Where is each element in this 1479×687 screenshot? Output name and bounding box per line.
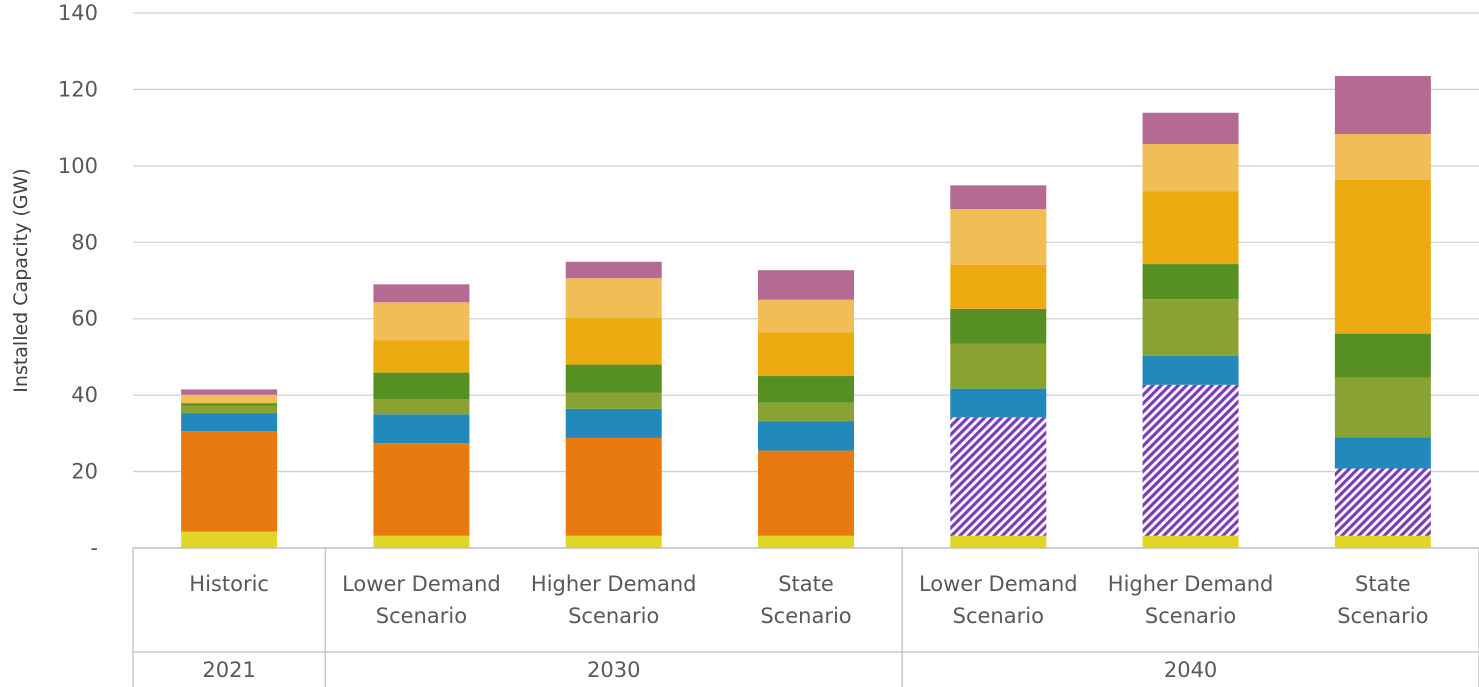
bar-segment — [1142, 112, 1239, 145]
bar-segment — [373, 284, 470, 303]
bar-segment — [1334, 134, 1431, 180]
bar-segment — [1142, 191, 1239, 265]
bar-segment — [373, 302, 470, 341]
bar-segment — [181, 389, 278, 395]
bar-segment — [565, 364, 662, 393]
bar-segment — [1142, 535, 1239, 548]
bar-segment — [1334, 179, 1431, 334]
bar-segment — [1334, 468, 1431, 536]
y-tick-label: - — [90, 536, 98, 560]
bar-segment — [181, 405, 278, 414]
bar-segment — [1334, 333, 1431, 378]
x-category-label: Higher Demand Scenario — [1108, 572, 1274, 628]
y-tick-label: 40 — [71, 383, 98, 407]
bar-segment — [950, 343, 1047, 389]
y-axis-title: Installed Capacity (GW) — [10, 168, 32, 392]
bar-segment — [181, 531, 278, 548]
bar-segment — [373, 443, 470, 536]
bar-segment — [1142, 299, 1239, 356]
bar-segment — [1334, 437, 1431, 469]
y-tick-label: 20 — [71, 460, 98, 484]
y-tick-label: 120 — [58, 77, 98, 101]
bar-segment — [565, 437, 662, 536]
bar-segment — [950, 417, 1047, 536]
bar-segment — [181, 403, 278, 406]
bar-segment — [373, 340, 470, 373]
y-axis-ticks: - 20 40 60 80 100 120 140 — [58, 1, 98, 560]
bar-segment — [565, 317, 662, 365]
x-category-label: State Scenario — [1337, 572, 1428, 628]
y-tick-label: 100 — [58, 154, 98, 178]
x-category-label: State Scenario — [760, 572, 851, 628]
bar-segment — [181, 431, 278, 532]
bar-segment — [758, 535, 854, 548]
y-tick-label: 140 — [58, 1, 98, 25]
bar-segment — [373, 414, 470, 444]
bar-segment — [950, 209, 1047, 265]
bar-segment — [950, 185, 1047, 210]
bar-segment — [565, 261, 662, 279]
x-axis: Historic Lower Demand Scenario Higher Deman… — [132, 547, 1479, 687]
bar-segment — [181, 394, 278, 404]
bar-segment — [758, 402, 854, 422]
x-group-label: 2021 — [202, 658, 255, 682]
y-tick-label: 80 — [71, 230, 98, 254]
bar-segment — [950, 264, 1047, 309]
bar-segment — [758, 332, 854, 377]
x-category-label: Historic — [189, 572, 269, 596]
bar-segment — [565, 408, 662, 438]
bar-segment — [373, 372, 470, 400]
bar-segment — [1142, 384, 1239, 536]
bar-segment — [758, 421, 854, 451]
bar-segment — [181, 413, 278, 432]
bar-segment — [373, 535, 470, 548]
bar-segment — [565, 535, 662, 548]
bar-segment — [758, 376, 854, 403]
bar-segment — [1334, 377, 1431, 438]
bar-segment — [565, 278, 662, 318]
bar-segment — [758, 270, 854, 300]
bar-segment — [758, 450, 854, 536]
x-group-label: 2040 — [1164, 658, 1217, 682]
bar-segment — [1142, 144, 1239, 192]
y-tick-label: 60 — [71, 307, 98, 331]
bar-segment — [758, 299, 854, 333]
bar-segment — [1142, 264, 1239, 300]
x-category-label: Lower Demand Scenario — [342, 572, 501, 628]
x-group-label: 2030 — [587, 658, 640, 682]
bars — [181, 76, 1431, 548]
x-category-label: Lower Demand Scenario — [919, 572, 1078, 628]
bar-segment — [1142, 355, 1239, 385]
bar-segment — [373, 399, 470, 415]
bar-segment — [950, 308, 1047, 344]
bar-segment — [950, 535, 1047, 548]
x-category-label: Higher Demand Scenario — [531, 572, 697, 628]
bar-segment — [565, 392, 662, 409]
bar-segment — [950, 388, 1047, 418]
bar-segment — [1334, 535, 1431, 548]
bar-segment — [1334, 76, 1431, 135]
